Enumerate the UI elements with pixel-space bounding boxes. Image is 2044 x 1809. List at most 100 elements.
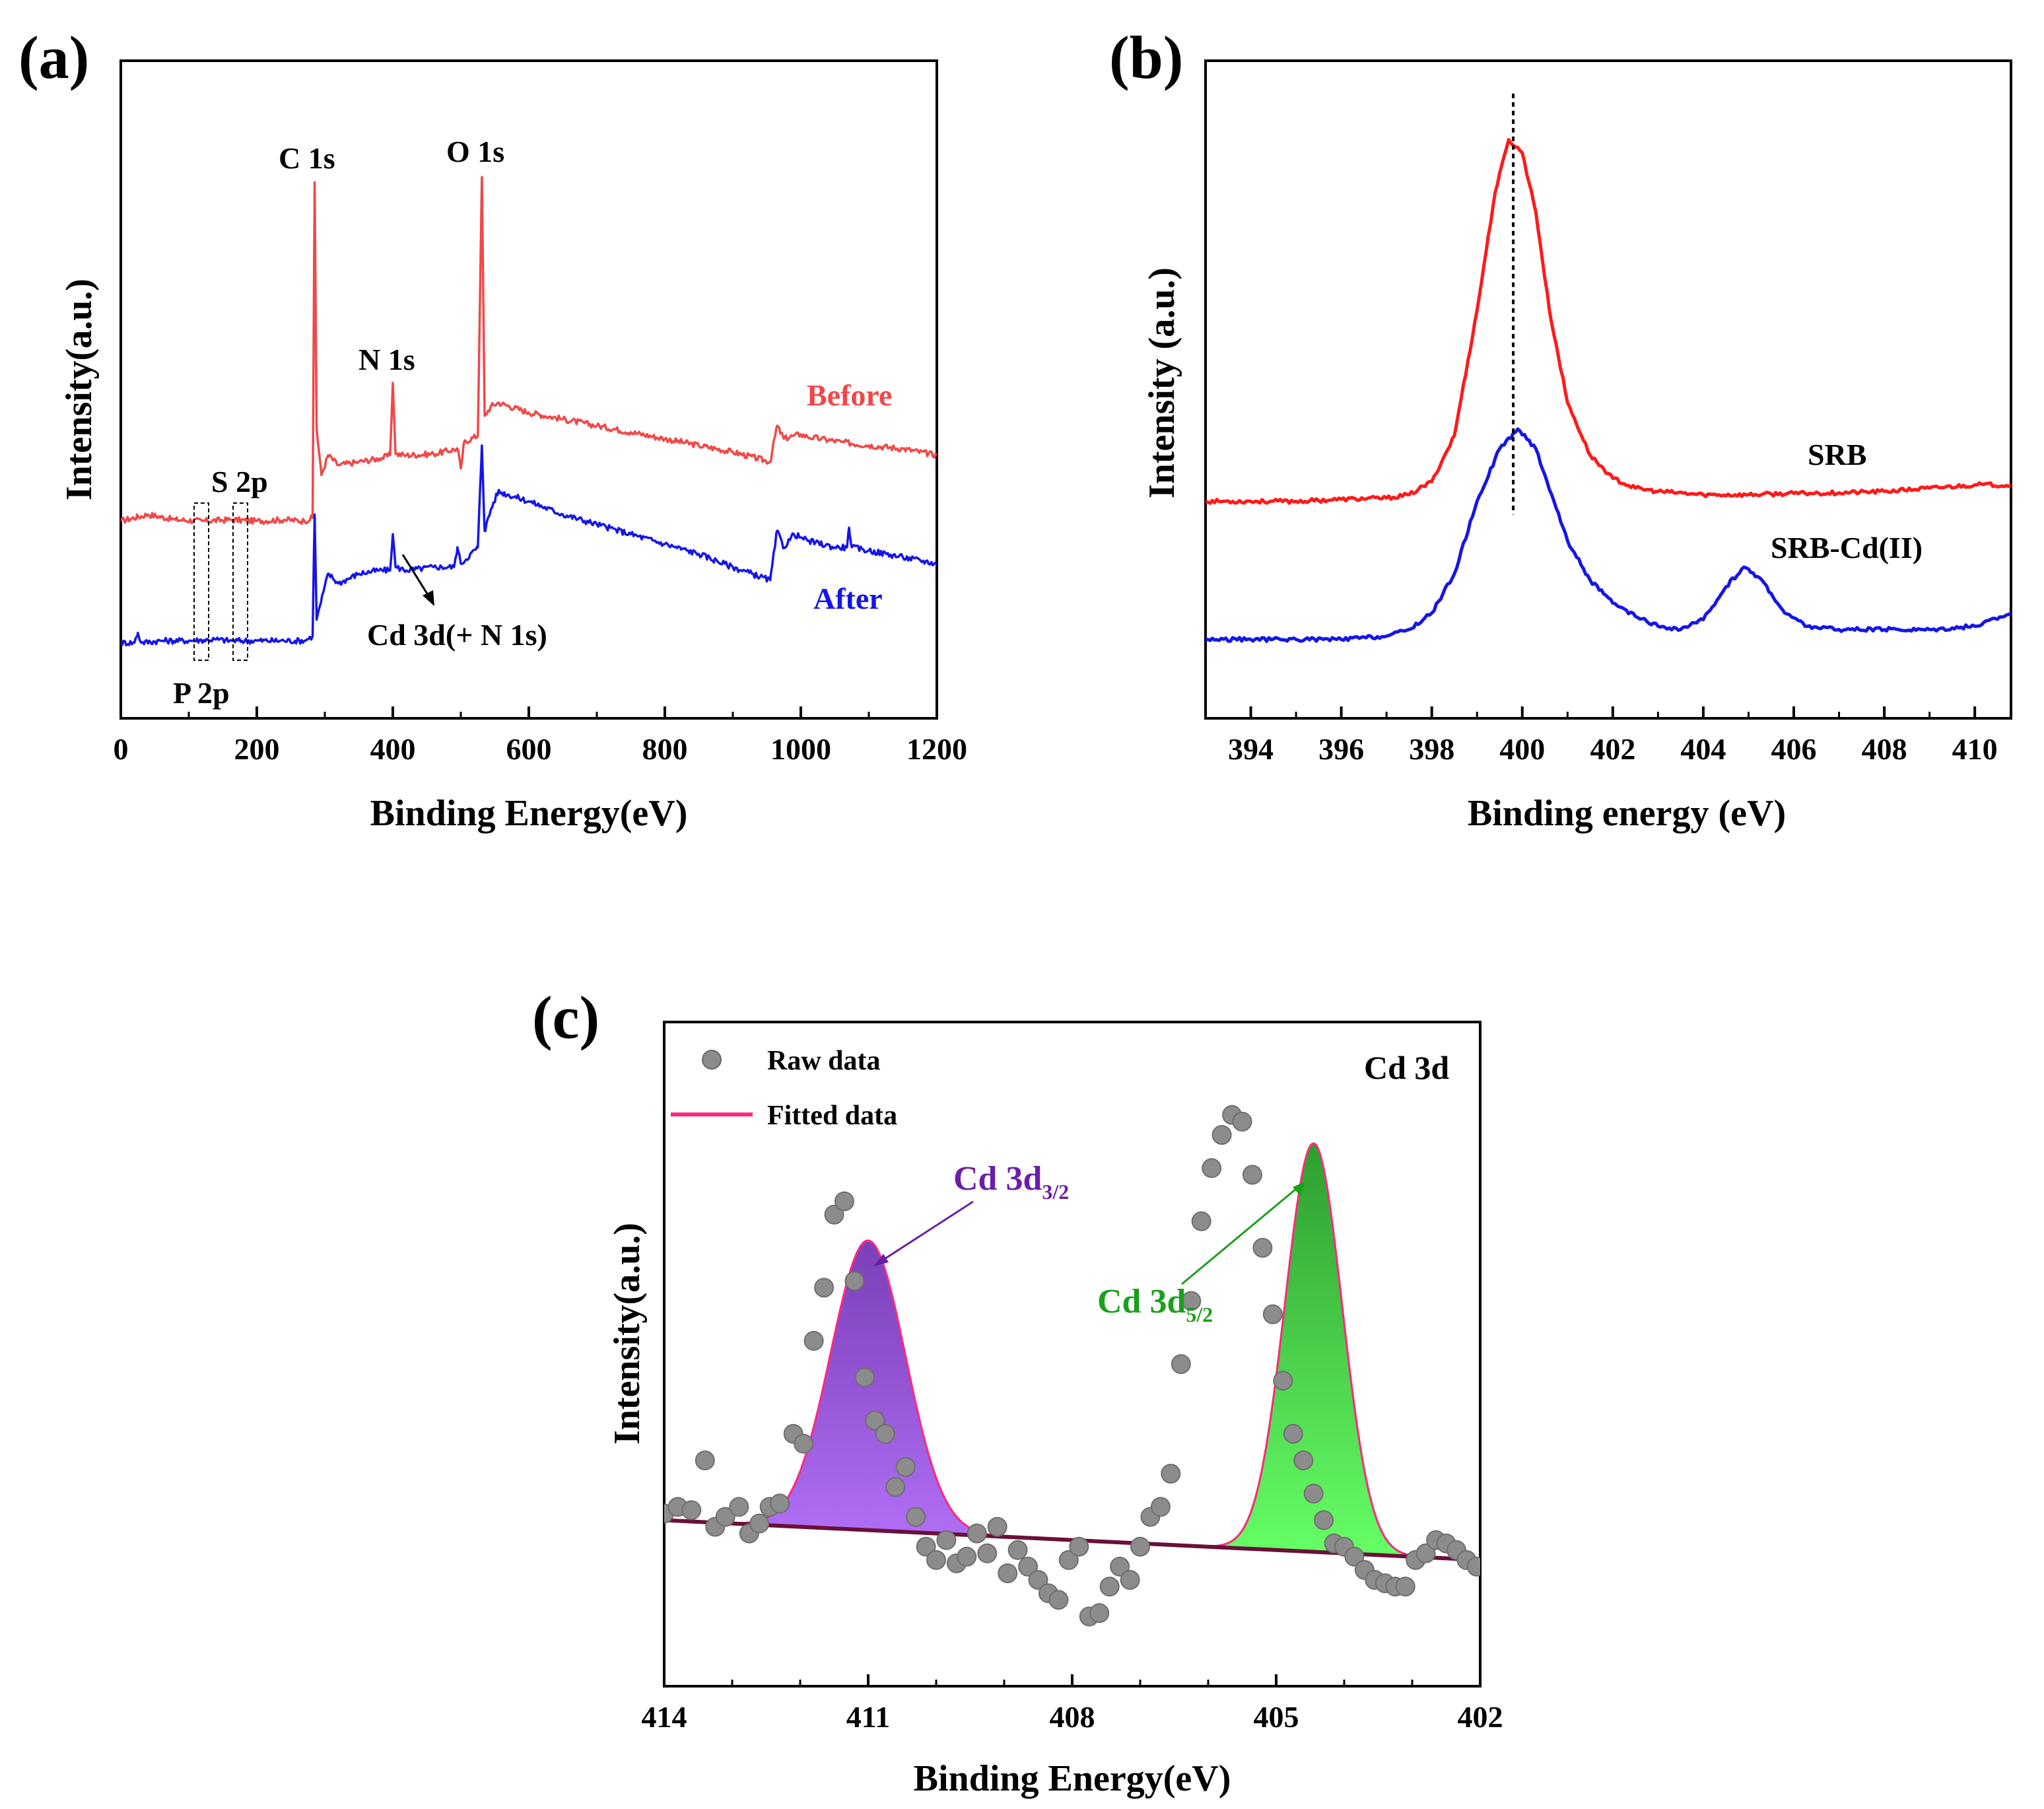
raw-data-point bbox=[936, 1530, 957, 1550]
raw-data-point bbox=[895, 1457, 916, 1477]
raw-data-point bbox=[1130, 1536, 1150, 1557]
panel-b-x-tick-label: 404 bbox=[1680, 732, 1726, 766]
raw-data-point bbox=[906, 1507, 926, 1527]
panel-c-legend: Raw data Fitted data bbox=[671, 1046, 897, 1131]
raw-data-point bbox=[1048, 1590, 1069, 1610]
raw-data-point bbox=[1395, 1577, 1415, 1597]
panel-b-x-tick-label: 408 bbox=[1862, 732, 1907, 766]
peak-arrowhead-cd3d52 bbox=[1293, 1182, 1305, 1196]
panel-a-x-tick-label: 200 bbox=[234, 732, 280, 766]
panel-a-x-tick-label: 1000 bbox=[770, 732, 831, 766]
raw-data-point bbox=[1303, 1484, 1324, 1504]
raw-data-point bbox=[967, 1523, 987, 1544]
annotation-p2p: P 2p bbox=[173, 676, 230, 710]
raw-data-point bbox=[1150, 1497, 1171, 1517]
raw-data-point bbox=[1069, 1536, 1089, 1557]
raw-data-point bbox=[1099, 1577, 1120, 1597]
raw-data-point bbox=[814, 1278, 835, 1298]
cd3d-arrow bbox=[401, 554, 434, 606]
panel-c-x-axis-title: Binding Energy(eV) bbox=[914, 1758, 1231, 1799]
annotation-o1s: O 1s bbox=[446, 135, 504, 168]
panel-c-y-axis-title: Intensity(a.u.) bbox=[607, 1223, 648, 1445]
panel-a-x-axis-title: Binding Energy(eV) bbox=[370, 793, 688, 834]
panel-c-cd3d-spectrum: (c) 414 411 408 405 402 Raw data Fitted data… bbox=[532, 984, 1503, 1799]
raw-data-point bbox=[1181, 1291, 1202, 1311]
panel-b-series-group bbox=[1206, 93, 2011, 643]
raw-data-point bbox=[916, 1536, 936, 1557]
panel-a-survey-spectrum: (a) 0 200 400 600 800 1000 1200 C 1s O 1s N 1s… bbox=[18, 24, 967, 834]
panel-c-x-ticks: 414 411 408 405 402 bbox=[642, 1674, 1503, 1734]
raw-data-point bbox=[729, 1497, 749, 1517]
panel-b-n1s-spectrum: (b) 394 396 398 400 402 404 406 408 410 SRB SRB-… bbox=[1109, 24, 2012, 834]
raw-data-point bbox=[865, 1410, 885, 1431]
panel-b-x-tick-label: 398 bbox=[1409, 732, 1454, 766]
peak-label-cd3d52: Cd 3d5/2 bbox=[1097, 1182, 1305, 1326]
panel-c-x-tick-label: 405 bbox=[1254, 1700, 1299, 1734]
raw-data-point bbox=[1028, 1570, 1048, 1590]
raw-data-point bbox=[1007, 1540, 1028, 1560]
series-line-after bbox=[121, 444, 937, 647]
series-line-before bbox=[121, 176, 937, 525]
panel-b-plot-frame bbox=[1204, 59, 2012, 720]
peak-label-cd3d52-text: Cd 3d5/2 bbox=[1097, 1283, 1213, 1326]
raw-data-point bbox=[681, 1500, 702, 1520]
panel-c-x-tick-label: 411 bbox=[846, 1700, 890, 1734]
annotation-cd3d: Cd 3d(+ N 1s) bbox=[367, 618, 547, 652]
raw-data-point bbox=[885, 1477, 906, 1497]
panel-b-x-tick-label: 400 bbox=[1499, 732, 1545, 766]
panel-b-x-tick-label: 394 bbox=[1228, 732, 1274, 766]
legend-label-fitted-data: Fitted data bbox=[767, 1101, 897, 1131]
raw-data-point bbox=[1262, 1304, 1283, 1324]
raw-data-point bbox=[1089, 1603, 1110, 1623]
annotation-s2p: S 2p bbox=[211, 465, 268, 498]
panel-a-label: (a) bbox=[18, 24, 89, 91]
raw-data-point bbox=[824, 1204, 844, 1225]
raw-data-point bbox=[1110, 1556, 1130, 1577]
raw-data-point bbox=[1273, 1371, 1293, 1391]
panel-c-x-tick-label: 402 bbox=[1458, 1700, 1503, 1734]
panel-b-x-axis-title: Binding energy (eV) bbox=[1468, 793, 1786, 834]
raw-data-point bbox=[1211, 1125, 1232, 1145]
raw-data-point bbox=[1242, 1165, 1262, 1185]
panel-c-label: (c) bbox=[532, 984, 599, 1051]
raw-data-point bbox=[715, 1507, 735, 1527]
raw-data-point bbox=[977, 1543, 998, 1563]
raw-data-point bbox=[749, 1513, 770, 1534]
raw-data-point bbox=[1293, 1451, 1314, 1470]
raw-data-point bbox=[1415, 1543, 1436, 1563]
raw-data-point bbox=[987, 1517, 1007, 1537]
legend-label-srb-cd: SRB-Cd(II) bbox=[1771, 531, 1923, 564]
raw-data-point bbox=[875, 1423, 895, 1444]
raw-data-point bbox=[1466, 1556, 1480, 1577]
annotation-c1s: C 1s bbox=[279, 141, 335, 175]
raw-data-point bbox=[998, 1563, 1018, 1583]
legend-label-after: After bbox=[813, 582, 883, 615]
panel-a-x-tick-label: 600 bbox=[506, 732, 552, 766]
peak-label-cd3d32-text: Cd 3d3/2 bbox=[953, 1160, 1069, 1204]
panel-b-x-tick-label: 406 bbox=[1771, 732, 1817, 766]
raw-data-point bbox=[803, 1330, 824, 1351]
raw-data-point bbox=[1018, 1556, 1039, 1577]
panel-b-x-ticks: 394 396 398 400 402 404 406 408 410 bbox=[1228, 706, 1998, 766]
raw-data-point bbox=[1252, 1238, 1273, 1258]
panel-a-x-ticks: 0 200 400 600 800 1000 1200 bbox=[114, 706, 967, 766]
raw-data-point bbox=[957, 1546, 977, 1567]
peak-arrowhead-cd3d32 bbox=[873, 1254, 889, 1266]
raw-data-point bbox=[1161, 1464, 1181, 1484]
legend-marker-raw-data bbox=[702, 1050, 722, 1070]
panel-b-y-axis-title: Intensity (a.u.) bbox=[1141, 267, 1182, 498]
raw-data-point bbox=[1314, 1510, 1334, 1530]
peak-area-cd-3d3-2 bbox=[717, 1239, 1019, 1539]
series-line-srb-cd-ii- bbox=[1206, 427, 2011, 643]
raw-data-point bbox=[1171, 1354, 1191, 1375]
panel-a-x-tick-label: 0 bbox=[114, 732, 129, 766]
panel-a-x-tick-label: 1200 bbox=[906, 732, 967, 766]
panel-b-x-tick-label: 402 bbox=[1590, 732, 1635, 766]
panel-a-x-tick-label: 800 bbox=[642, 732, 688, 766]
panel-c-title-annotation: Cd 3d bbox=[1364, 1049, 1449, 1086]
peak-arrow-cd3d52 bbox=[1181, 1187, 1297, 1285]
peak-label-cd3d52-subscript: 5/2 bbox=[1186, 1303, 1213, 1326]
peak-label-cd3d32-subscript: 3/2 bbox=[1042, 1180, 1069, 1204]
raw-data-point bbox=[844, 1271, 865, 1291]
